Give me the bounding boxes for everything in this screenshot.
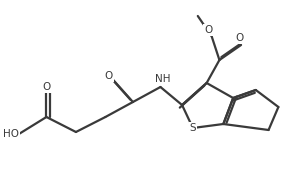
Text: HO: HO (3, 129, 19, 139)
Text: NH: NH (155, 74, 170, 84)
Text: O: O (104, 71, 113, 81)
Text: S: S (190, 123, 196, 133)
Text: O: O (204, 25, 213, 35)
Text: O: O (42, 82, 51, 92)
Text: O: O (236, 33, 244, 43)
